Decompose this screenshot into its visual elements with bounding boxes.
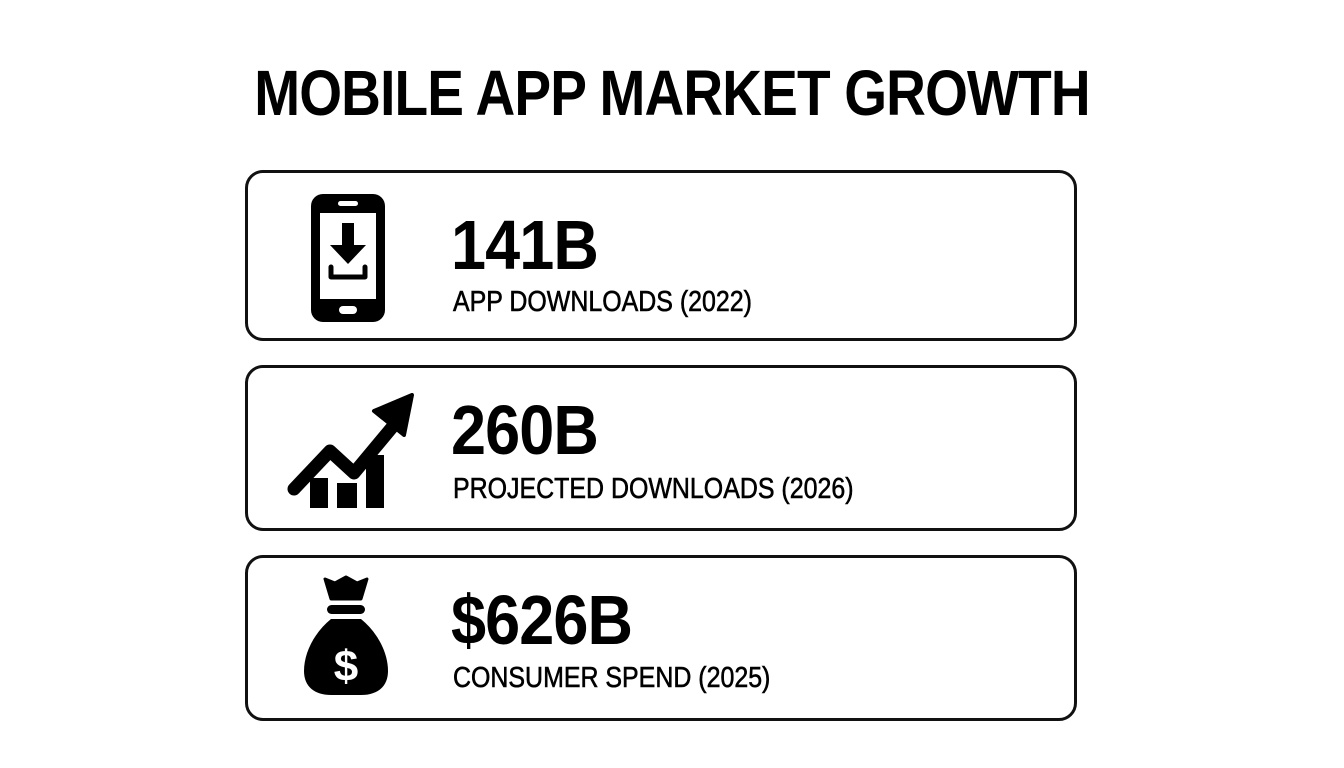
growth-chart-icon — [286, 393, 416, 513]
money-bag-icon: $ — [303, 575, 389, 702]
smartphone-download-icon — [308, 191, 388, 330]
stat-label: PROJECTED DOWNLOADS (2026) — [453, 473, 854, 506]
svg-text:$: $ — [334, 642, 358, 691]
stat-value: $626B — [451, 581, 633, 659]
stat-value: 141B — [451, 206, 599, 284]
stat-label: APP DOWNLOADS (2022) — [453, 286, 752, 319]
stat-card-app-downloads: 141B APP DOWNLOADS (2022) — [245, 170, 1077, 341]
page-title: MOBILE APP MARKET GROWTH — [254, 57, 1090, 129]
stat-card-projected-downloads: 260B PROJECTED DOWNLOADS (2026) — [245, 365, 1077, 531]
stat-value: 260B — [451, 391, 599, 469]
stat-card-consumer-spend: $ $626B CONSUMER SPEND (2025) — [245, 555, 1077, 721]
stat-label: CONSUMER SPEND (2025) — [453, 662, 771, 695]
